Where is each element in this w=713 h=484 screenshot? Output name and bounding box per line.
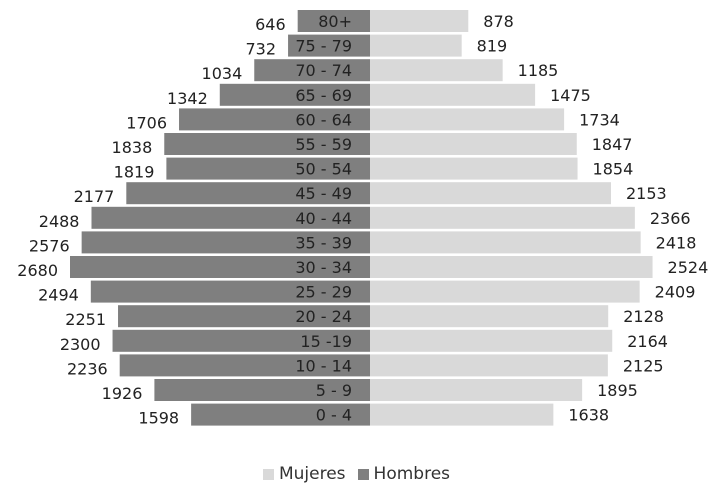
bar-hombres-0-4 [191, 403, 370, 426]
value-label-hombres-50-54: 1819 [114, 163, 155, 182]
legend-item-hombres: Hombres [357, 464, 451, 484]
value-label-mujeres-25-29: 2409 [655, 283, 696, 302]
bar-hombres-15-19 [112, 329, 370, 352]
legend-label-hombres: Hombres [373, 464, 451, 484]
bar-mujeres-15-19 [370, 329, 613, 352]
bar-hombres-5-9 [154, 379, 370, 401]
age-label-80: 80+ [318, 12, 352, 31]
bar-mujeres-20-24 [370, 305, 609, 328]
age-label-10-14: 10 - 14 [295, 356, 352, 375]
bar-mujeres-25-29 [370, 280, 640, 303]
value-label-hombres-40-44: 2488 [39, 212, 80, 231]
bar-hombres-80 [297, 10, 370, 32]
value-label-mujeres-0-4: 1638 [568, 406, 609, 425]
age-label-65-69: 65 - 69 [295, 86, 352, 105]
value-label-mujeres-55-59: 1847 [592, 135, 633, 154]
bar-mujeres-60-64 [370, 108, 565, 131]
bar-hombres-75-79 [288, 34, 370, 57]
value-label-mujeres-45-49: 2153 [626, 184, 667, 203]
age-label-30-34: 30 - 34 [295, 258, 352, 277]
value-label-mujeres-40-44: 2366 [650, 209, 691, 228]
value-label-mujeres-5-9: 1895 [597, 381, 638, 400]
bar-hombres-25-29 [90, 280, 370, 303]
age-label-15-19: 15 -19 [300, 332, 352, 351]
bar-mujeres-75-79 [370, 34, 462, 57]
bar-hombres-20-24 [118, 305, 370, 328]
bar-hombres-35-39 [81, 231, 371, 254]
legend-item-mujeres: Mujeres [262, 464, 346, 484]
age-label-70-74: 70 - 74 [295, 61, 352, 80]
bar-mujeres-40-44 [370, 206, 635, 229]
age-label-5-9: 5 - 9 [316, 381, 352, 400]
bar-hombres-50-54 [166, 157, 370, 180]
bar-mujeres-70-74 [370, 59, 503, 82]
value-label-mujeres-30-34: 2524 [668, 258, 709, 277]
age-label-25-29: 25 - 29 [295, 283, 352, 302]
value-label-hombres-30-34: 2680 [17, 261, 58, 280]
bar-mujeres-65-69 [370, 83, 536, 106]
age-label-40-44: 40 - 44 [295, 209, 352, 228]
value-label-mujeres-65-69: 1475 [550, 86, 591, 105]
value-label-hombres-20-24: 2251 [65, 310, 106, 329]
value-label-mujeres-10-14: 2125 [623, 356, 664, 375]
bar-hombres-60-64 [179, 108, 370, 131]
bar-mujeres-10-14 [370, 354, 608, 377]
age-label-60-64: 60 - 64 [295, 110, 352, 129]
value-label-mujeres-50-54: 1854 [593, 160, 634, 179]
bar-mujeres-0-4 [370, 403, 554, 426]
bar-mujeres-80 [370, 10, 469, 32]
bar-mujeres-55-59 [370, 133, 577, 155]
bar-mujeres-50-54 [370, 157, 578, 180]
bar-hombres-55-59 [164, 133, 370, 155]
value-label-mujeres-20-24: 2128 [623, 307, 664, 326]
age-label-75-79: 75 - 79 [295, 37, 352, 56]
bar-hombres-40-44 [91, 206, 370, 229]
value-label-hombres-25-29: 2494 [38, 286, 79, 305]
value-label-hombres-15-19: 2300 [60, 335, 101, 354]
value-label-hombres-75-79: 732 [246, 40, 277, 59]
value-label-hombres-45-49: 2177 [74, 187, 115, 206]
bar-hombres-65-69 [219, 83, 370, 106]
age-label-35-39: 35 - 39 [295, 233, 352, 252]
value-label-mujeres-80: 878 [483, 12, 514, 31]
age-label-50-54: 50 - 54 [295, 160, 352, 179]
age-label-20-24: 20 - 24 [295, 307, 352, 326]
bar-hombres-10-14 [119, 354, 370, 377]
age-label-55-59: 55 - 59 [295, 135, 352, 154]
age-label-0-4: 0 - 4 [316, 406, 352, 425]
value-label-mujeres-75-79: 819 [477, 37, 508, 56]
value-label-hombres-55-59: 1838 [112, 138, 153, 157]
value-label-hombres-65-69: 1342 [167, 89, 208, 108]
age-label-45-49: 45 - 49 [295, 184, 352, 203]
value-label-hombres-80: 646 [255, 15, 286, 34]
value-label-mujeres-15-19: 2164 [627, 332, 668, 351]
bar-hombres-30-34 [70, 256, 370, 278]
legend-swatch-hombres [357, 468, 369, 480]
value-label-hombres-35-39: 2576 [29, 236, 70, 255]
chart-legend: Mujeres Hombres [0, 464, 713, 484]
bar-hombres-70-74 [254, 59, 370, 82]
bar-mujeres-30-34 [370, 256, 653, 278]
value-label-hombres-10-14: 2236 [67, 359, 108, 378]
value-label-hombres-5-9: 1926 [102, 384, 143, 403]
bar-mujeres-35-39 [370, 231, 641, 254]
value-label-mujeres-60-64: 1734 [579, 110, 620, 129]
value-label-hombres-60-64: 1706 [126, 113, 167, 132]
value-label-mujeres-35-39: 2418 [656, 233, 697, 252]
bar-hombres-45-49 [126, 182, 370, 205]
bar-mujeres-5-9 [370, 379, 583, 401]
value-label-hombres-0-4: 1598 [138, 409, 179, 428]
bar-mujeres-45-49 [370, 182, 612, 205]
legend-label-mujeres: Mujeres [278, 464, 346, 484]
value-label-hombres-70-74: 1034 [202, 64, 243, 83]
legend-swatch-mujeres [262, 468, 274, 480]
value-label-mujeres-70-74: 1185 [518, 61, 559, 80]
